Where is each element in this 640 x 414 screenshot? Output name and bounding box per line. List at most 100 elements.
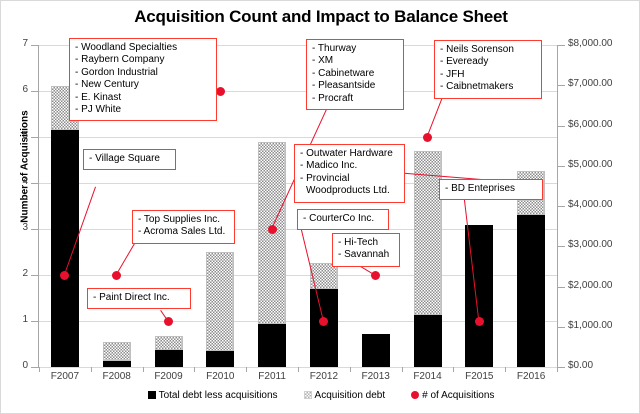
x-tick — [39, 367, 40, 372]
callout-line: - Paint Direct Inc. — [93, 292, 170, 303]
y-axis-secondary-line — [557, 45, 558, 368]
y-tick-secondary — [558, 165, 565, 167]
callout-line: - Woodland Specialties — [75, 42, 178, 53]
bar-f2007 — [50, 45, 79, 367]
data-point-f2014 — [423, 132, 432, 142]
callout-line: - Thurway — [312, 43, 357, 54]
callout-line: - Hi-Tech — [338, 237, 379, 248]
callout-line: - Raybern Company — [75, 54, 165, 66]
legend-label: Total debt less acquisitions — [158, 390, 278, 401]
x-tick — [142, 367, 144, 372]
y-tick-label-secondary: $5,000.00 — [568, 158, 613, 170]
data-point-f2011 — [267, 224, 277, 234]
chart-legend: Total debt less acquisitions Acquisition … — [1, 390, 640, 401]
legend-item[interactable]: # of Acquisitions — [411, 390, 494, 401]
callout-f2013: - Hi-Tech - Savannah — [332, 233, 400, 267]
callout-line: - New Century — [75, 79, 139, 91]
callout-f2014: - Neils Sorenson - Eveready - JFH - Caibnet… — [434, 40, 542, 99]
x-tick-label-f2013: F2013 — [361, 371, 390, 382]
y-tick-label-secondary: $4,000.00 — [568, 199, 613, 210]
chart-title: Acquisition Count and Impact to Balance … — [134, 7, 508, 26]
y-tick-secondary — [558, 326, 565, 328]
callout-line: - Neils Sorenson — [440, 44, 514, 55]
bar-f2008 — [102, 45, 131, 367]
callout-line: - Top Supplies Inc. — [138, 214, 221, 225]
x-tick-label-f2008: F2008 — [102, 371, 131, 382]
y-tick-label-primary: 3 — [22, 222, 28, 233]
x-tick — [453, 367, 455, 372]
y-tick-label-primary: 1 — [22, 314, 28, 325]
callout-line: - Eveready — [440, 56, 489, 68]
y-tick-primary — [31, 183, 38, 184]
y-tick-label-secondary: $2,000.00 — [568, 279, 613, 291]
legend-item[interactable]: Total debt less acquisitions — [147, 390, 278, 401]
segment-acquisition-debt — [154, 336, 183, 351]
x-tick — [557, 367, 558, 372]
y-tick-primary — [31, 91, 38, 92]
callout-line: - Acroma Sales Ltd. — [138, 226, 226, 238]
segment-total-debt-less-acquisitions — [154, 350, 183, 367]
y-tick-secondary — [558, 246, 565, 248]
callout-line: - BD Enteprises — [445, 183, 516, 194]
y-tick-label-primary: 6 — [22, 84, 28, 95]
segment-total-debt-less-acquisitions — [102, 361, 131, 367]
x-tick — [349, 367, 351, 372]
gridline — [39, 321, 557, 322]
y-tick-label-primary: 0 — [22, 360, 28, 371]
bar-f2009 — [154, 45, 183, 367]
x-tick-label-f2007: F2007 — [50, 371, 80, 382]
gridline — [39, 91, 557, 92]
callout-line: - JFH — [440, 68, 465, 80]
callout-line: - Caibnetmakers — [440, 81, 514, 93]
callout-line: - XM — [312, 55, 334, 67]
callout-line: - Madico Inc. — [300, 160, 358, 172]
y-tick-primary — [31, 321, 38, 322]
x-tick-label-f2009: F2009 — [154, 371, 183, 382]
y-tick-label-secondary: $1,000.00 — [568, 319, 613, 331]
segment-total-debt-less-acquisitions — [361, 333, 390, 367]
callout-f2011: - Thurway - XM - Cabinetware - Pleasantside… — [306, 39, 404, 111]
callout-f2009: - Paint Direct Inc. — [87, 288, 191, 310]
callout-f2015: - BD Enteprises — [439, 179, 543, 201]
x-tick-label-f2016: F2016 — [516, 371, 546, 382]
y-tick-secondary — [558, 206, 565, 207]
y-tick-primary — [31, 275, 38, 276]
y-axis-primary-line — [38, 45, 39, 368]
y-tick-label-primary: 4 — [22, 176, 28, 187]
y-tick-secondary — [558, 45, 565, 46]
y-tick-secondary — [558, 286, 565, 288]
y-tick-secondary — [558, 85, 565, 87]
y-tick-primary — [31, 45, 38, 46]
segment-total-debt-less-acquisitions — [413, 315, 442, 367]
x-tick-label-f2015: F2015 — [465, 371, 494, 382]
legend-item[interactable]: Acquisition debt — [303, 390, 386, 401]
callout-f2007: - Village Square — [83, 149, 176, 171]
callout-line: - Provincial — [300, 172, 350, 184]
x-tick — [505, 367, 507, 372]
data-point-f2008 — [112, 270, 122, 280]
segment-total-debt-less-acquisitions — [309, 288, 338, 367]
y-tick-label-primary: 7 — [22, 38, 28, 49]
x-tick-label-f2012: F2012 — [309, 371, 339, 382]
gridline — [39, 137, 557, 138]
y-tick-label-primary: 5 — [22, 130, 28, 141]
segment-acquisition-debt — [206, 251, 235, 351]
segment-total-debt-less-acquisitions — [50, 129, 79, 367]
y-tick-primary — [31, 137, 38, 138]
segment-total-debt-less-acquisitions — [517, 215, 546, 367]
legend-label: Acquisition debt — [314, 390, 386, 401]
x-tick — [401, 367, 403, 372]
y-tick-label-secondary: $8,000.00 — [568, 38, 613, 49]
callout-line: - Outwater Hardware — [300, 148, 393, 159]
x-tick — [298, 367, 299, 372]
data-point-f2012 — [319, 316, 329, 326]
callout-line: - Pleasantside — [312, 80, 376, 92]
data-point-f2010 — [215, 86, 225, 96]
callout-line: - E. Kinast — [75, 91, 122, 103]
callout-line: - Procraft — [312, 92, 354, 104]
callout-f2012: - CourterCo Inc. — [297, 209, 389, 231]
data-point-f2013 — [371, 270, 381, 280]
segment-total-debt-less-acquisitions — [258, 324, 287, 367]
segment-acquisition-debt — [413, 150, 442, 316]
segment-acquisition-debt — [309, 263, 338, 289]
